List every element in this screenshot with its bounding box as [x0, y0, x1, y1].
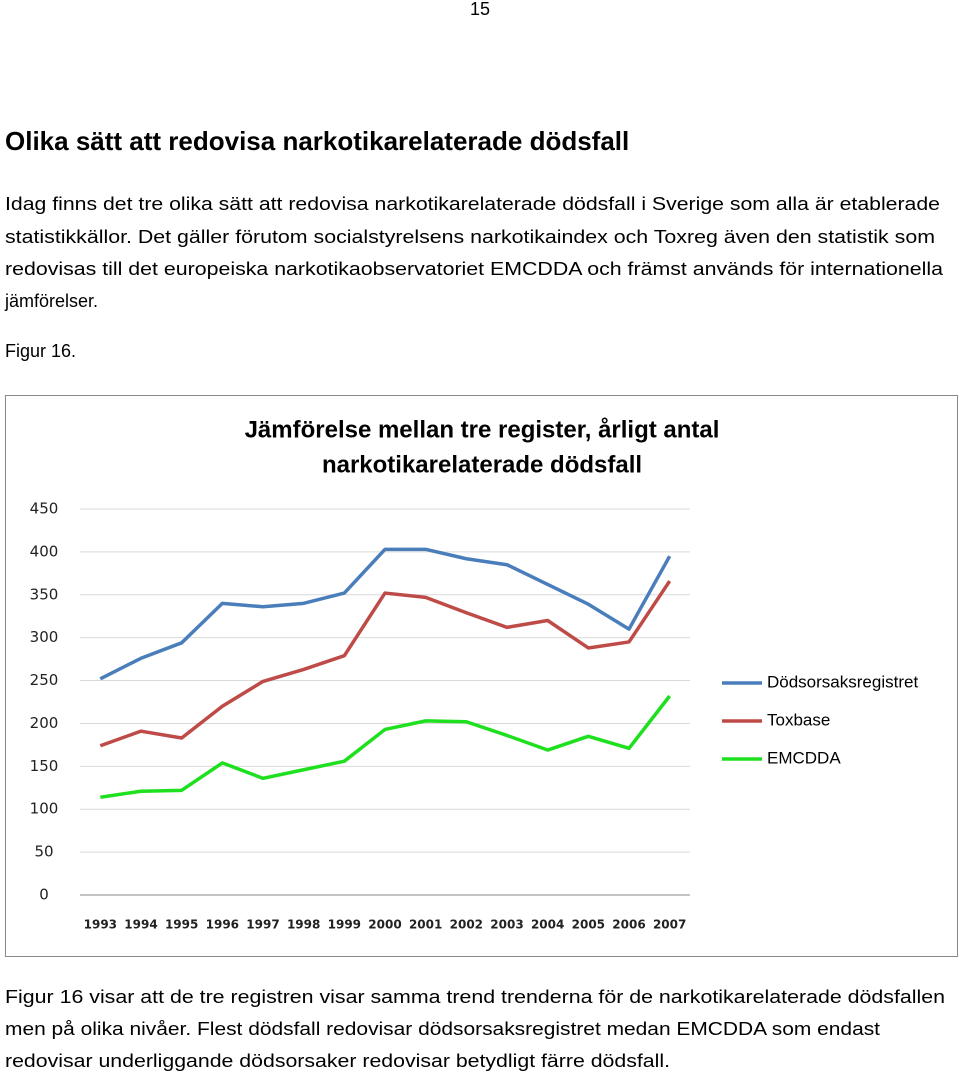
chart-title: narkotikarelaterade dödsfall	[322, 451, 642, 478]
x-tick-label: 2004	[531, 918, 564, 932]
paragraph-line: jämförelser.	[4, 291, 98, 311]
legend-label: EMCDDA	[767, 748, 841, 767]
y-tick-label: 250	[30, 671, 59, 689]
y-tick-label: 400	[30, 542, 59, 560]
y-tick-label: 350	[30, 585, 59, 603]
x-tick-label: 2000	[368, 918, 401, 932]
x-tick-label: 2006	[612, 918, 645, 932]
x-tick-label: 1998	[287, 918, 320, 932]
chart-frame	[5, 395, 958, 957]
paragraph-line: statistikkällor. Det gäller förutom soci…	[5, 227, 935, 247]
x-tick-label: 2002	[450, 918, 483, 932]
x-tick-label: 2007	[653, 918, 686, 932]
x-tick-label: 1997	[246, 918, 279, 932]
x-tick-label: 1995	[165, 918, 198, 932]
y-tick-label: 300	[30, 628, 59, 646]
page-number: 15	[470, 0, 490, 19]
y-tick-label: 100	[30, 800, 59, 818]
paragraph-line: men på olika nivåer. Flest dödsfall redo…	[5, 1019, 880, 1039]
paragraph-line: Idag finns det tre olika sätt att redovi…	[5, 194, 940, 214]
y-tick-label: 200	[30, 714, 59, 732]
y-tick-label: 50	[34, 843, 53, 861]
x-tick-label: 2001	[409, 918, 442, 932]
heading: Olika sätt att redovisa narkotikarelater…	[5, 126, 629, 156]
x-tick-label: 1993	[84, 918, 117, 932]
paragraph-line: redovisar underliggande dödsorsaker redo…	[5, 1051, 670, 1071]
y-tick-label: 0	[39, 886, 49, 904]
legend-label: Dödsorsaksregistret	[767, 672, 918, 691]
chart-title: Jämförelse mellan tre register, årligt a…	[245, 416, 720, 443]
x-tick-label: 2005	[572, 918, 605, 932]
series-line	[99, 580, 672, 748]
figure-label: Figur 16.	[5, 341, 76, 361]
y-tick-label: 150	[30, 757, 59, 775]
paragraph-line: redovisas till det europeiska narkotikao…	[5, 259, 944, 279]
paragraph-line: Figur 16 visar att de tre registren visa…	[5, 987, 945, 1007]
x-tick-label: 1996	[206, 918, 239, 932]
x-tick-label: 2003	[490, 918, 523, 932]
legend-label: Toxbase	[767, 710, 830, 729]
series-line	[99, 547, 672, 681]
series-line	[100, 694, 672, 799]
plot: 0 50 100 150 200 250 300 350 400 450 1993 1994 1995 1…	[30, 500, 919, 932]
x-tick-label: 1994	[124, 918, 157, 932]
x-tick-label: 1999	[328, 918, 361, 932]
y-tick-label: 450	[30, 500, 59, 518]
